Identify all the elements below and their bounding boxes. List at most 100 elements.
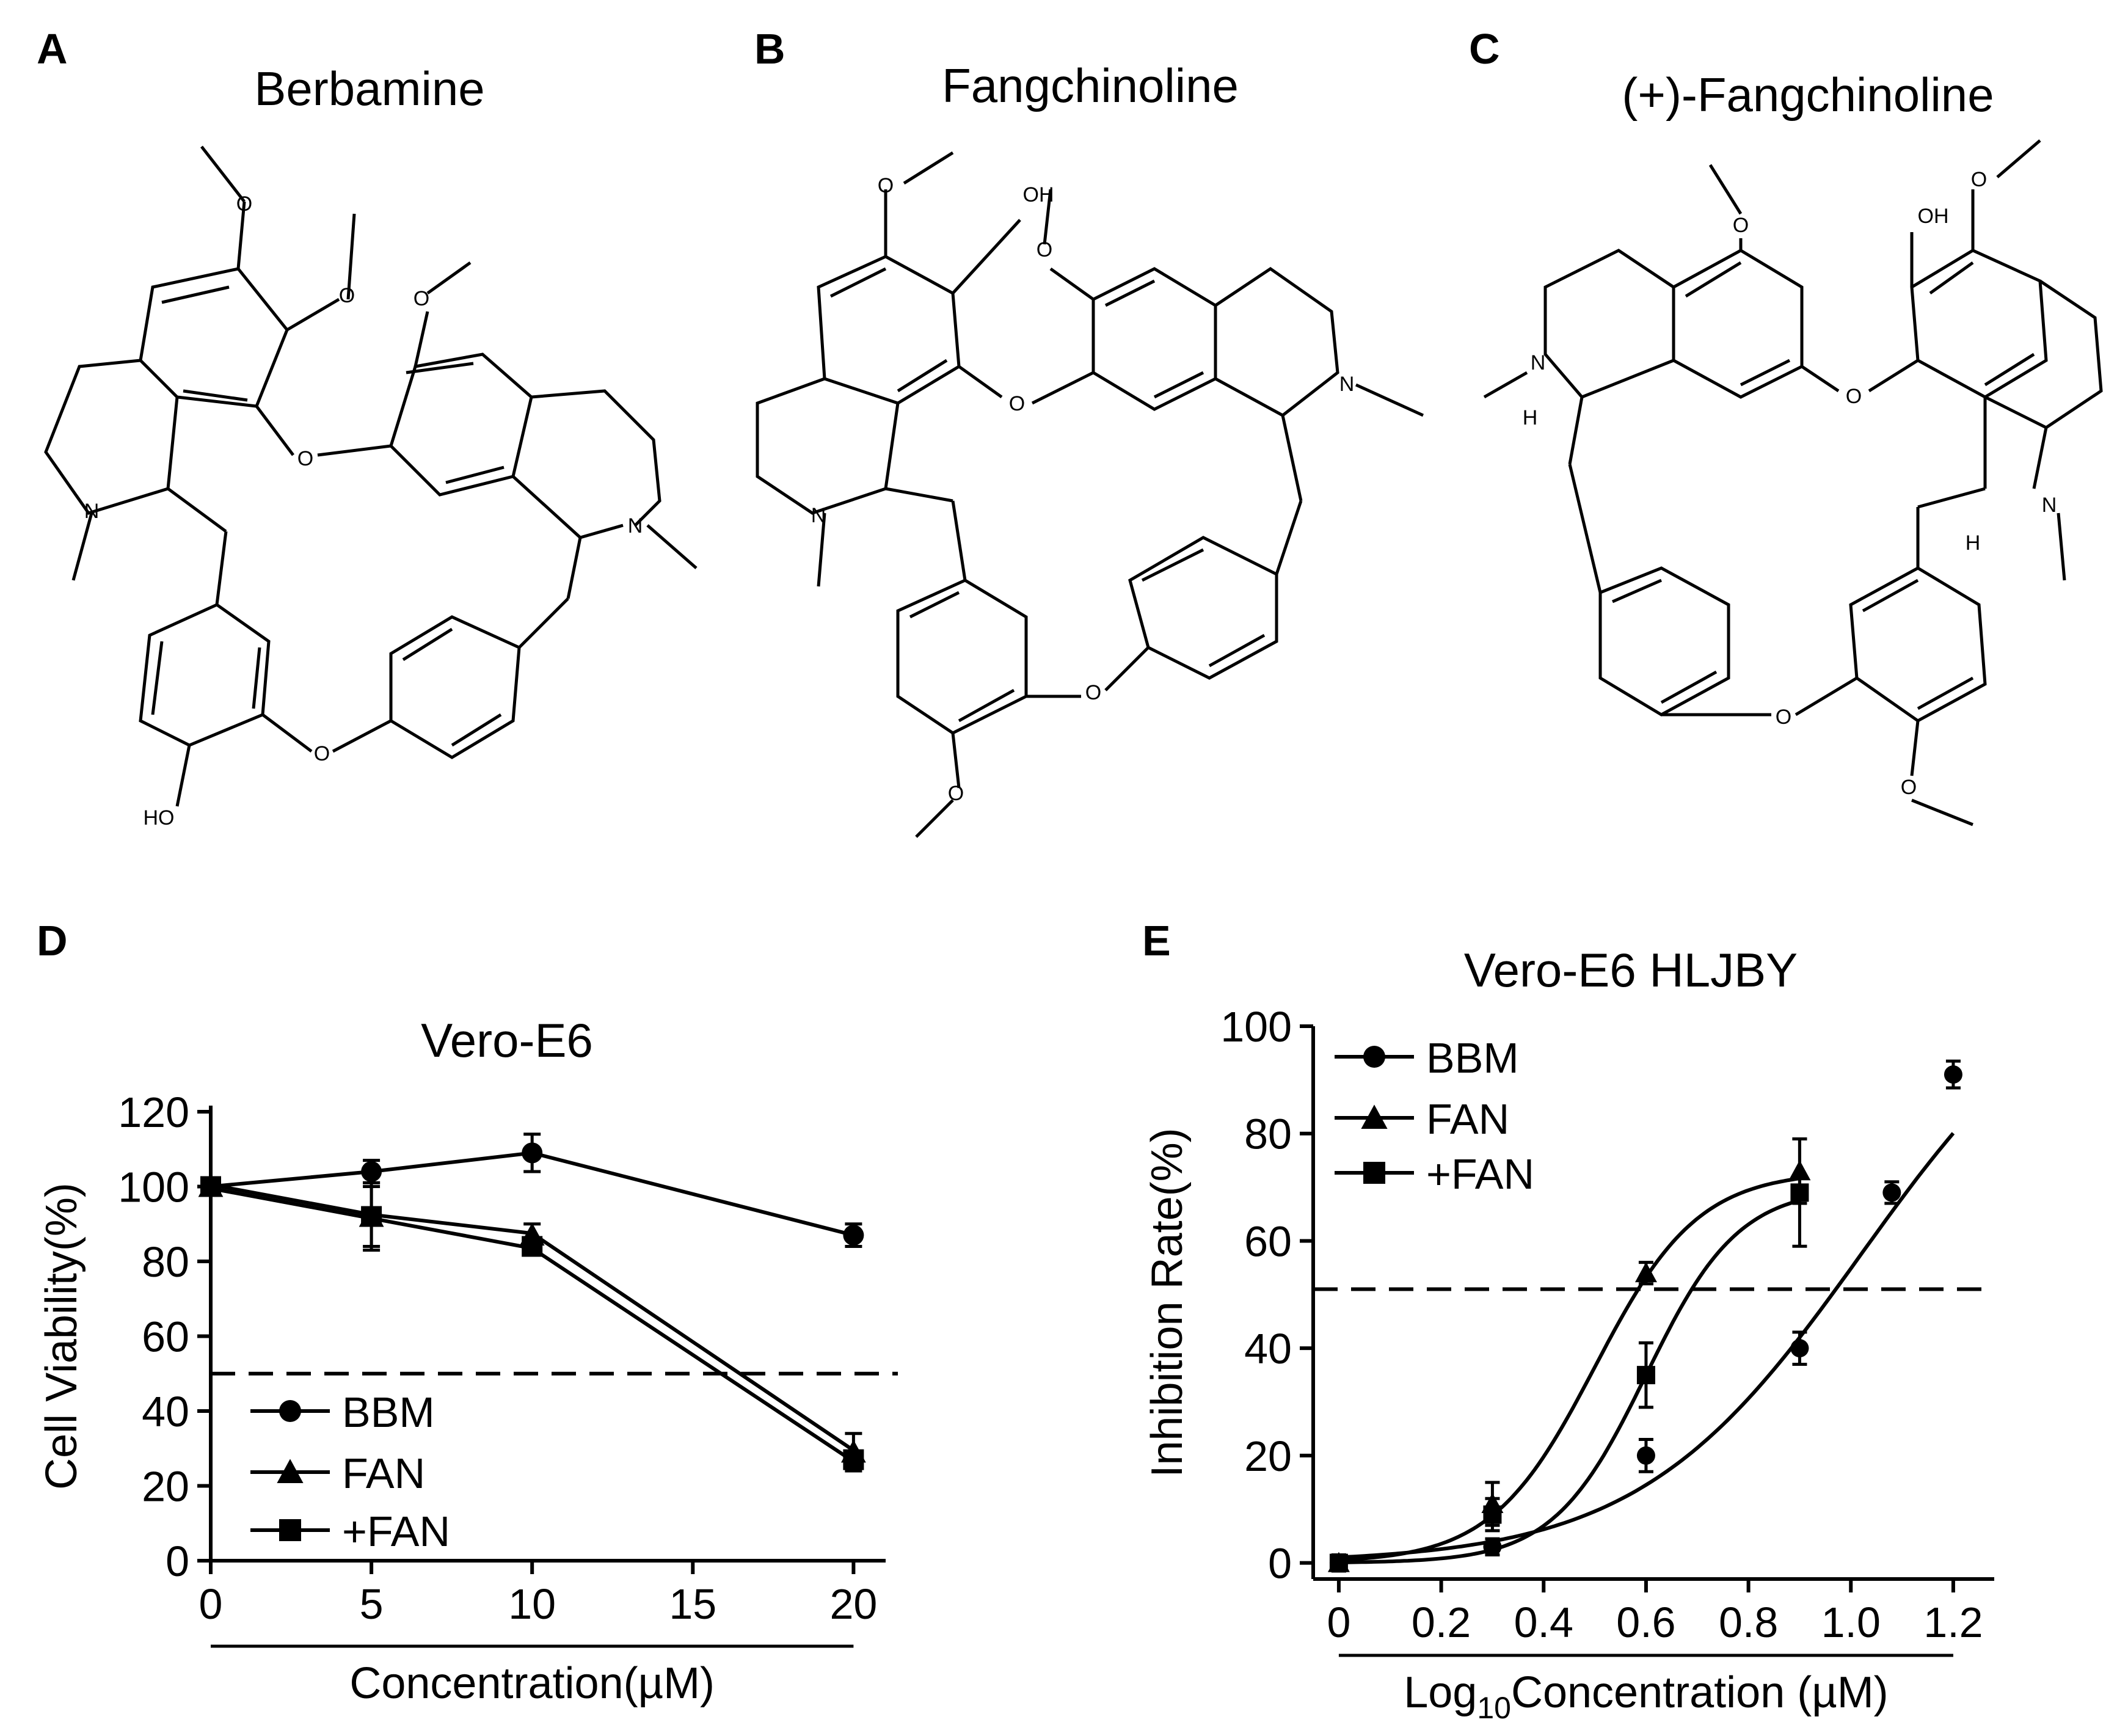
chart-d-series-line: [210, 1183, 855, 1452]
svg-text:OH: OH: [1918, 205, 1949, 228]
chart-e-point: [1790, 1183, 1809, 1202]
chemical-structures: O O O O O N N HO OH O O O O O N N OH O O…: [44, 139, 2103, 838]
title-berbamine: Berbamine: [254, 62, 485, 115]
chart-e-x-label-rest: Concentration (µM): [1511, 1668, 1889, 1717]
chart-e-point: [1636, 1366, 1655, 1385]
chart-e-point: [1483, 1505, 1502, 1524]
svg-text:O: O: [314, 742, 330, 765]
chart-d-x-tick-label: 20: [829, 1580, 877, 1628]
chart-d-x-tick-label: 5: [360, 1580, 384, 1628]
chart-e-point: [1788, 1160, 1811, 1181]
chart-d-y-tick-label: 0: [166, 1537, 189, 1585]
structure-plus-fangchinoline: [1483, 139, 2103, 826]
chart-d-point: [200, 1176, 221, 1197]
chart-e-x-tick-label: 0.6: [1616, 1599, 1675, 1646]
svg-text:N: N: [1531, 351, 1546, 374]
svg-text:O: O: [1085, 681, 1101, 704]
chart-d-point: [361, 1161, 382, 1182]
svg-text:H: H: [1523, 406, 1538, 429]
chart-e-legend-marker: [1361, 1104, 1388, 1129]
chart-d-x-label: Concentration(µM): [349, 1659, 715, 1708]
chart-e-fit-curve: [1338, 1132, 1955, 1559]
chart-e-point: [1329, 1553, 1348, 1572]
svg-text:O: O: [339, 284, 355, 307]
svg-text:O: O: [1009, 392, 1025, 415]
panel-letter-a: A: [37, 25, 68, 73]
svg-text:O: O: [236, 192, 252, 216]
svg-text:O: O: [1733, 214, 1749, 237]
chart-e-legend-marker: [1363, 1046, 1385, 1068]
chart-d-point: [843, 1225, 864, 1246]
svg-text:O: O: [1901, 776, 1917, 799]
chart-d-point: [519, 1222, 545, 1246]
chart-d-y-tick-label: 40: [142, 1388, 189, 1435]
structure-berbamine: [44, 145, 698, 807]
chart-e-title: Vero-E6 HLJBY: [1464, 943, 1798, 997]
svg-text:O: O: [948, 782, 964, 805]
chart-e-point: [1329, 1553, 1348, 1572]
svg-text:HO: HO: [144, 806, 175, 830]
svg-text:N: N: [628, 514, 643, 538]
chart-e-x-tick-label: 0.2: [1412, 1599, 1471, 1646]
chart-e-x-tick-label: 0.8: [1719, 1599, 1778, 1646]
svg-text:N: N: [1339, 373, 1355, 396]
chart-e-fit-curve: [1338, 1198, 1801, 1564]
chart-e-point: [1483, 1537, 1502, 1556]
chart-e-legend-label: BBM: [1426, 1034, 1519, 1082]
chart-e-point: [1882, 1183, 1901, 1202]
chart-d-legend-label: BBM: [342, 1388, 435, 1436]
chart-d-legend-marker: [279, 1519, 301, 1541]
chart-e-y-tick-label: 0: [1268, 1540, 1292, 1588]
chart-d-point: [522, 1142, 543, 1164]
chart-d-series-line: [210, 1186, 855, 1464]
svg-text:O: O: [1037, 238, 1052, 261]
chart-d-title: Vero-E6: [421, 1013, 593, 1067]
chart-d-y-tick-label: 80: [142, 1238, 189, 1286]
svg-text:O: O: [878, 174, 894, 197]
panel-letter-d: D: [37, 917, 68, 965]
chart-d-legend-label: +FAN: [342, 1508, 450, 1555]
chart-e-x-tick-label: 0: [1327, 1599, 1350, 1646]
chart-e-x-label-sub: 10: [1477, 1691, 1511, 1725]
chart-d-legend-label: FAN: [342, 1450, 425, 1497]
chart-d-x-tick-label: 0: [199, 1580, 223, 1628]
chart-e-legend-marker: [1363, 1162, 1385, 1184]
chart-d-y-tick-label: 100: [118, 1164, 189, 1211]
chart-e-x-tick-label: 1.0: [1821, 1599, 1881, 1646]
chart-d-series-fan: [198, 1174, 866, 1473]
chart-e-point: [1944, 1065, 1962, 1084]
chart-d-x-tick-label: 15: [669, 1580, 716, 1628]
chart-d-x-tick-label: 10: [508, 1580, 556, 1628]
panel-letter-c: C: [1469, 25, 1500, 73]
chart-e-legend-label: FAN: [1426, 1095, 1509, 1143]
chart-d-y-tick-label: 120: [118, 1089, 189, 1136]
chart-e-fit-curve: [1338, 1176, 1800, 1563]
svg-text:O: O: [1776, 706, 1791, 729]
chart-d-y-label: Cell Viability(%): [37, 1183, 86, 1490]
svg-text:O: O: [1846, 385, 1862, 408]
chart-e-point: [1481, 1492, 1504, 1513]
chart-d-point: [843, 1449, 864, 1470]
chart-d-y-tick-label: 60: [142, 1313, 189, 1361]
structure-fangchinoline: [756, 151, 1424, 838]
chart-e-y-tick-label: 100: [1220, 1003, 1292, 1051]
svg-text:OH: OH: [1023, 183, 1054, 206]
svg-text:N: N: [2042, 494, 2057, 517]
chart-d-series-bbm: [200, 1132, 864, 1248]
panel-letter-b: B: [754, 25, 785, 73]
title-plus-fangchinoline: (+)-Fangchinoline: [1622, 68, 1994, 122]
title-fangchinoline: Fangchinoline: [942, 59, 1239, 112]
chart-e-legend-label: +FAN: [1426, 1150, 1534, 1198]
chart-d-point: [840, 1439, 866, 1463]
chart-d-legend-marker: [279, 1400, 301, 1422]
chart-e-x-tick-label: 1.2: [1923, 1599, 1983, 1646]
chart-e-series-plus-fan: [1329, 1137, 1809, 1573]
chart-d-series-line: [210, 1151, 854, 1238]
chart-e-y-tick-label: 20: [1244, 1432, 1292, 1480]
chart-d-series-plus-fan: [200, 1176, 864, 1470]
chart-e-x-label-log: Log: [1404, 1668, 1477, 1717]
chart-d-point: [522, 1236, 543, 1257]
chart-e-point: [1790, 1339, 1809, 1358]
panel-letter-e: E: [1142, 917, 1171, 965]
svg-text:O: O: [1971, 168, 1987, 191]
